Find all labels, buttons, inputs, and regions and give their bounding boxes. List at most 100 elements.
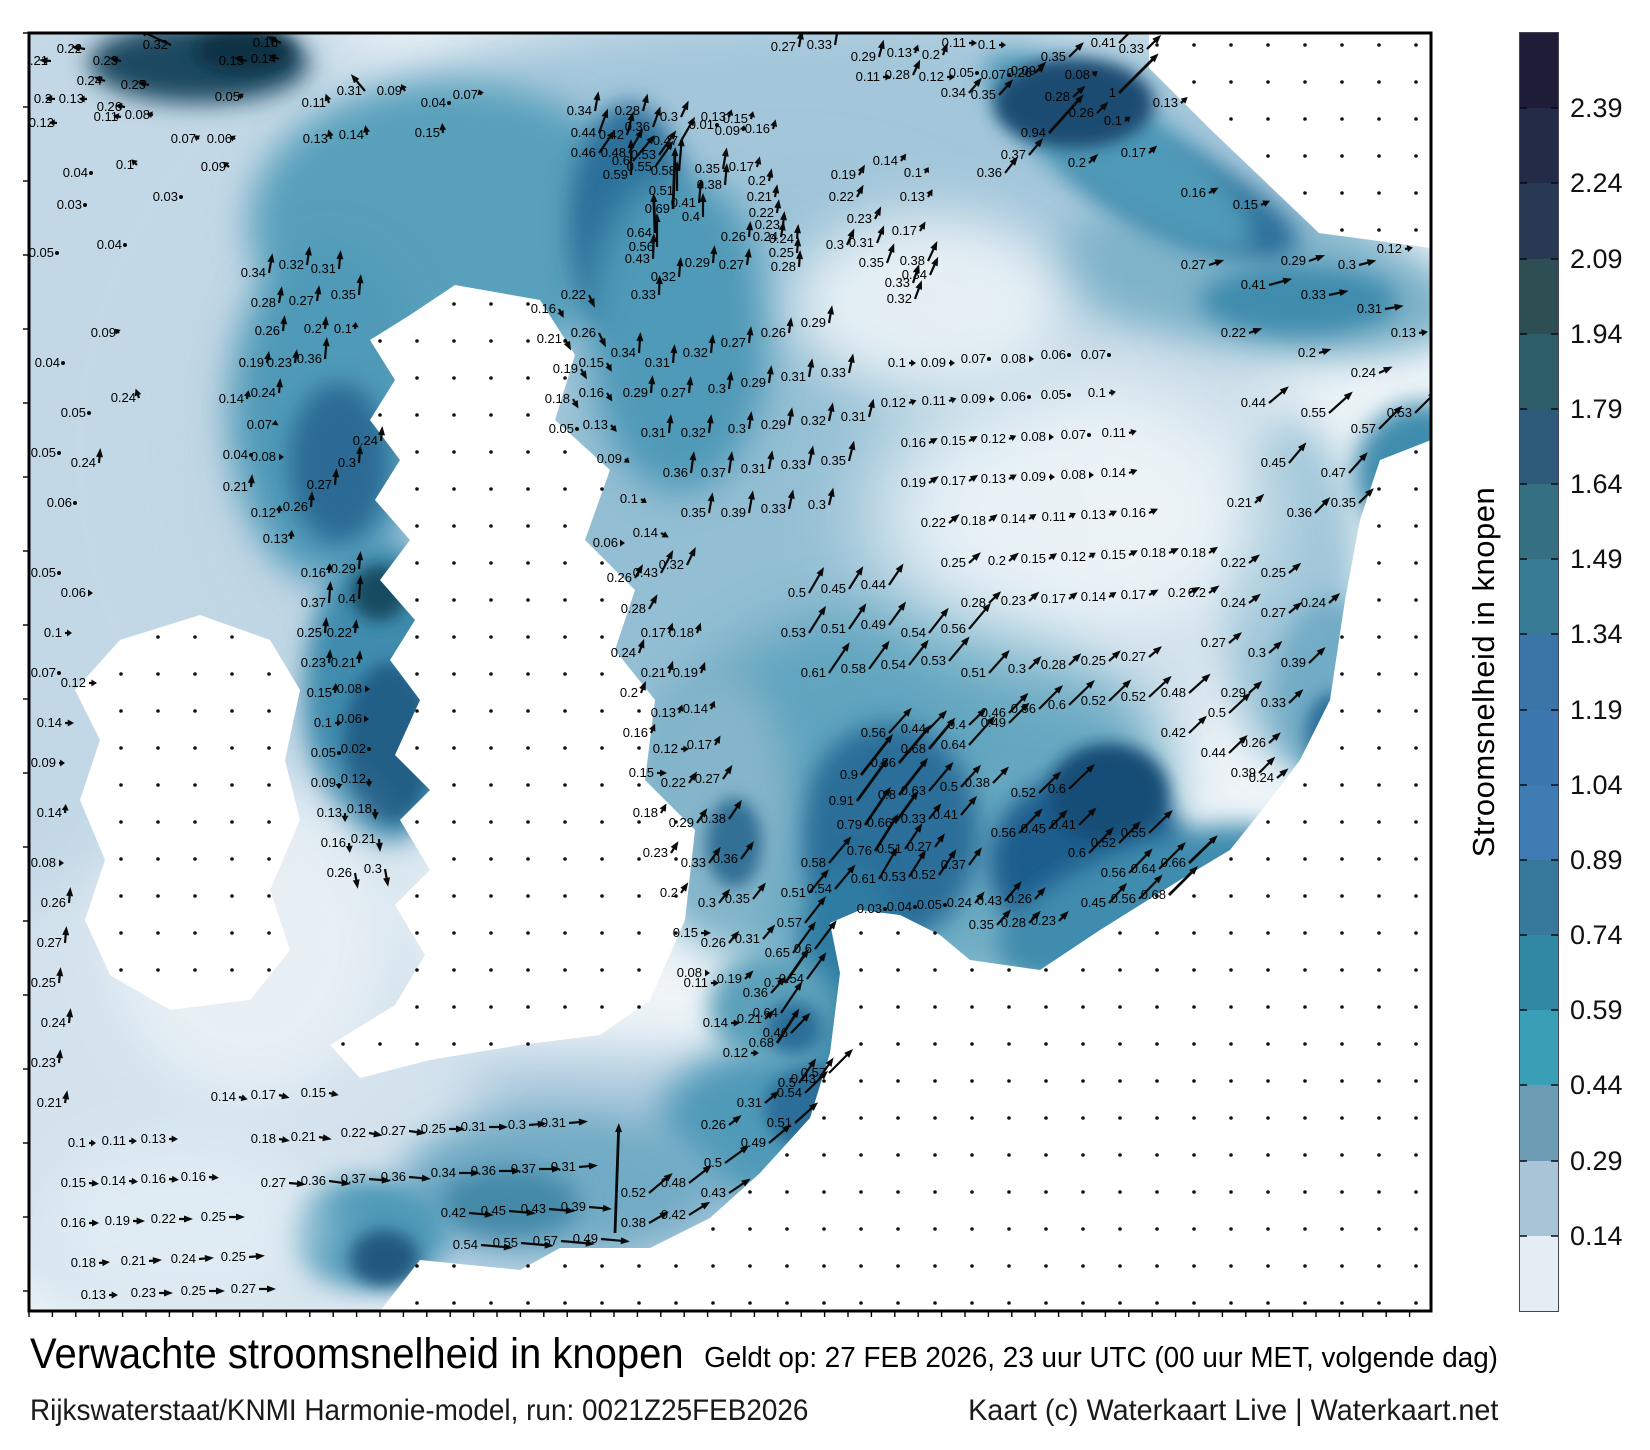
current-arrow (934, 833, 945, 848)
speed-label: 0.22 (661, 775, 686, 790)
grid-dot (526, 487, 530, 491)
current-dot (987, 357, 991, 361)
speed-label: 0.07 (171, 131, 196, 146)
grid-dot (1303, 968, 1307, 972)
speed-label: 0.53 (781, 625, 806, 640)
current-arrow (1048, 553, 1058, 561)
colorbar-tick-mark (1520, 107, 1527, 110)
current-arrow (774, 199, 782, 214)
grid-dot (1266, 80, 1270, 84)
speed-label: 0.22 (1221, 555, 1246, 570)
current-arrow (807, 358, 815, 378)
grid-dot (1229, 117, 1233, 121)
current-arrow (1188, 715, 1207, 734)
current-dot (1087, 433, 1091, 437)
speed-label: 0.06 (61, 585, 86, 600)
grid-dot (452, 302, 456, 306)
speed-label: 0.44 (1241, 395, 1266, 410)
current-arrow (918, 221, 926, 232)
current-arrow (960, 795, 978, 816)
speed-label: 0.06 (337, 711, 362, 726)
speed-label: 0.76 (847, 843, 872, 858)
current-arrow (307, 491, 315, 508)
colorbar-tick-label: 0.44 (1570, 1070, 1623, 1101)
current-arrow (266, 36, 282, 44)
grid-dot (933, 1227, 937, 1231)
grid-dot (1377, 1190, 1381, 1194)
current-arrow (89, 1219, 99, 1227)
current-arrow (787, 407, 795, 426)
grid-dot (1155, 43, 1159, 47)
speed-label: 0.29 (1281, 253, 1306, 268)
speed-label: 0.45 (481, 1203, 506, 1218)
speed-label: 0.11 (856, 69, 880, 84)
current-arrow (1146, 34, 1162, 50)
grid-dot (1007, 1301, 1011, 1305)
grid-dot (1377, 709, 1381, 713)
current-arrow (1328, 592, 1341, 604)
current-arrow (568, 1118, 588, 1126)
current-arrow (909, 359, 916, 367)
grid-dot (452, 376, 456, 380)
speed-label: 0.08 (677, 965, 702, 980)
grid-dot (415, 339, 419, 343)
grid-dot (1377, 1153, 1381, 1157)
current-arrow (908, 639, 929, 666)
speed-label: 0.26 (571, 325, 596, 340)
speed-label: 0.34 (902, 267, 927, 282)
speed-label: 0.11 (1042, 509, 1066, 524)
current-arrow (650, 193, 658, 234)
speed-label: 0.23 (131, 1285, 156, 1300)
grid-dot (563, 931, 567, 935)
grid-dot (1266, 1227, 1270, 1231)
current-arrow (968, 716, 996, 746)
speed-label: 0.31 (337, 83, 362, 98)
grid-dot (637, 857, 641, 861)
grid-dot (1229, 1042, 1233, 1046)
speed-label: 0.23 (847, 211, 872, 226)
speed-label: 0.33 (885, 275, 910, 290)
current-arrow (1148, 675, 1172, 698)
speed-label: 0.24 (1301, 595, 1326, 610)
speed-label: 0.52 (1011, 785, 1036, 800)
speed-label: 0.54 (881, 657, 906, 672)
current-arrow (767, 450, 775, 470)
grid-dot (489, 931, 493, 935)
grid-dot (1229, 857, 1233, 861)
current-arrow (859, 734, 894, 776)
speed-label: 0.3 (660, 109, 678, 124)
current-dot (337, 751, 341, 755)
speed-label: 0.22 (151, 1211, 176, 1226)
current-arrow (1118, 33, 1136, 44)
speed-label: 0.25 (769, 245, 794, 260)
speed-label: 0.11 (922, 393, 946, 408)
current-arrow (941, 42, 948, 56)
current-arrow (1288, 689, 1304, 704)
current-arrow (328, 1090, 339, 1098)
grid-dot (230, 635, 234, 639)
speed-label: 0.18 (1181, 545, 1206, 560)
speed-label: 0.16 (745, 121, 770, 136)
current-arrow (912, 59, 921, 76)
current-arrow (209, 1287, 225, 1295)
grid-dot (1266, 1264, 1270, 1268)
current-arrow (1208, 187, 1219, 195)
current-arrow (696, 179, 704, 204)
current-arrow (960, 764, 982, 788)
colorbar-tick-label: 0.59 (1570, 995, 1623, 1026)
speed-label: 0.15 (673, 925, 698, 940)
speed-label: 0.6 (1068, 845, 1086, 860)
speed-label: 0.5 (940, 779, 958, 794)
grid-dot (1266, 117, 1270, 121)
current-arrow (928, 476, 939, 484)
grid-dot (526, 1005, 530, 1009)
speed-label: 0.12 (653, 741, 678, 756)
current-arrow (928, 438, 938, 445)
grid-dot (1414, 450, 1418, 454)
speed-label: 0.16 (531, 301, 556, 316)
colorbar-tick-mark (1520, 182, 1527, 185)
current-arrow (1049, 473, 1055, 481)
speed-label: 0.15 (723, 111, 748, 126)
grid-dot (1377, 524, 1381, 528)
grid-dot (1377, 561, 1381, 565)
